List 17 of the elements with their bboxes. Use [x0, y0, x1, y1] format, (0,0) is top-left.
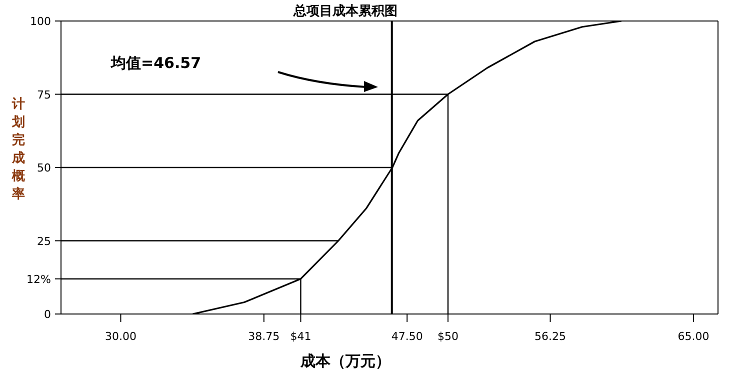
x-tick-label: 65.00: [678, 330, 710, 343]
y-tick-label: 25: [37, 234, 51, 248]
x-tick-label: $41: [290, 330, 312, 343]
x-tick-label: 38.75: [248, 330, 280, 343]
x-tick-label: 47.50: [391, 330, 423, 343]
y-tick-label: 100: [30, 15, 51, 28]
y-tick-label: 0: [44, 308, 51, 321]
y-axis-title: 计划完成概率: [12, 96, 26, 204]
y-tick-label: 12%: [26, 272, 51, 286]
x-tick-label: 56.25: [534, 330, 566, 343]
annotation: 均值=46.57: [111, 54, 202, 73]
chart-title: 总项目成本累积图: [294, 4, 398, 19]
x-tick-label: $50: [438, 330, 458, 343]
x-axis-title: 成本（万元）: [299, 352, 392, 371]
y-tick-label: 75: [37, 88, 51, 102]
x-tick-label: 30.00: [104, 330, 136, 343]
y-tick-label: 50: [37, 162, 51, 174]
